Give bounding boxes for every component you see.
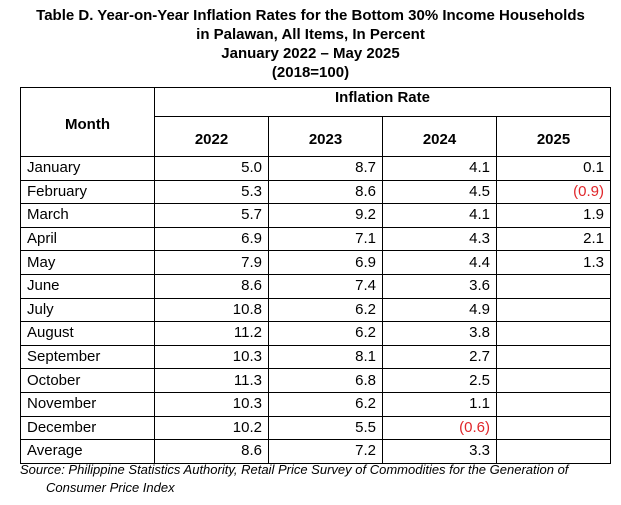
value-cell-2023: 6.2 xyxy=(268,297,383,323)
value-cell-2022: 5.7 xyxy=(154,203,269,228)
value-cell-2024: 4.5 xyxy=(382,179,497,205)
table-row: November 10.3 6.2 1.1 xyxy=(20,391,611,417)
table-row: March 5.7 9.2 4.1 1.9 xyxy=(20,203,611,228)
value-cell-2022: 5.3 xyxy=(154,179,269,205)
table-row: August 11.2 6.2 3.8 xyxy=(20,321,611,346)
year-header-2024: 2024 xyxy=(382,116,497,157)
month-cell: May xyxy=(20,250,155,275)
value-cell-2025 xyxy=(496,344,611,370)
table-row: July 10.8 6.2 4.9 xyxy=(20,297,611,323)
title-line-2: in Palawan, All Items, In Percent xyxy=(196,26,425,43)
value-cell-2022: 11.2 xyxy=(154,321,269,346)
value-cell-2024: 3.8 xyxy=(382,321,497,346)
month-cell: November xyxy=(20,391,155,417)
value-cell-2023: 8.1 xyxy=(268,344,383,370)
value-cell-2022: 10.8 xyxy=(154,297,269,323)
value-cell-2024: 3.6 xyxy=(382,273,497,299)
source-line-1: Source: Philippine Statistics Authority,… xyxy=(20,462,569,477)
value-cell-2023: 6.8 xyxy=(268,368,383,393)
value-cell-2023: 8.6 xyxy=(268,179,383,205)
month-cell: December xyxy=(20,415,155,441)
month-cell: February xyxy=(20,179,155,205)
value-cell-2024: 1.1 xyxy=(382,391,497,417)
value-cell-2025 xyxy=(496,273,611,299)
value-cell-2023: 6.2 xyxy=(268,321,383,346)
table-row: February 5.3 8.6 4.5 (0.9) xyxy=(20,179,611,205)
value-cell-2022: 6.9 xyxy=(154,226,269,252)
value-cell-2023: 8.7 xyxy=(268,156,383,181)
value-cell-2022: 5.0 xyxy=(154,156,269,181)
value-cell-2024: 4.1 xyxy=(382,156,497,181)
value-cell-2022: 10.2 xyxy=(154,415,269,441)
value-cell-2024: 2.5 xyxy=(382,368,497,393)
value-cell-2024: (0.6) xyxy=(382,415,497,441)
inflation-rate-header: Inflation Rate xyxy=(154,87,611,117)
value-cell-2024: 4.4 xyxy=(382,250,497,275)
table-row: April 6.9 7.1 4.3 2.1 xyxy=(20,226,611,252)
month-cell: August xyxy=(20,321,155,346)
value-cell-2023: 7.4 xyxy=(268,273,383,299)
month-cell: April xyxy=(20,226,155,252)
value-cell-2022: 8.6 xyxy=(154,273,269,299)
value-cell-2023: 7.2 xyxy=(268,439,383,464)
value-cell-2025 xyxy=(496,297,611,323)
month-column-header: Month xyxy=(20,87,155,157)
value-cell-2025: (0.9) xyxy=(496,179,611,205)
year-header-2023: 2023 xyxy=(268,116,383,157)
table-body: January 5.0 8.7 4.1 0.1 February 5.3 8.6 4.5 (0.9… xyxy=(20,156,611,464)
table-row: Average 8.6 7.2 3.3 xyxy=(20,439,611,464)
table-row: October 11.3 6.8 2.5 xyxy=(20,368,611,393)
value-cell-2023: 7.1 xyxy=(268,226,383,252)
table-row: June 8.6 7.4 3.6 xyxy=(20,273,611,299)
value-cell-2023: 9.2 xyxy=(268,203,383,228)
year-header-2025: 2025 xyxy=(496,116,611,157)
value-cell-2025: 2.1 xyxy=(496,226,611,252)
value-cell-2025 xyxy=(496,368,611,393)
title-line-3: January 2022 – May 2025 xyxy=(221,45,400,62)
month-cell: June xyxy=(20,273,155,299)
table-title: Table D. Year-on-Year Inflation Rates fo… xyxy=(0,6,621,82)
year-header-2022: 2022 xyxy=(154,116,269,157)
value-cell-2025 xyxy=(496,321,611,346)
value-cell-2022: 7.9 xyxy=(154,250,269,275)
value-cell-2024: 4.1 xyxy=(382,203,497,228)
month-cell: September xyxy=(20,344,155,370)
value-cell-2022: 10.3 xyxy=(154,344,269,370)
value-cell-2022: 8.6 xyxy=(154,439,269,464)
value-cell-2022: 11.3 xyxy=(154,368,269,393)
value-cell-2025 xyxy=(496,439,611,464)
table-row: January 5.0 8.7 4.1 0.1 xyxy=(20,156,611,181)
table-row: May 7.9 6.9 4.4 1.3 xyxy=(20,250,611,275)
title-line-4: (2018=100) xyxy=(271,64,350,81)
source-note: Source: Philippine Statistics Authority,… xyxy=(20,461,610,497)
value-cell-2025 xyxy=(496,391,611,417)
table-row: December 10.2 5.5 (0.6) xyxy=(20,415,611,441)
value-cell-2024: 3.3 xyxy=(382,439,497,464)
month-cell: March xyxy=(20,203,155,228)
value-cell-2023: 6.2 xyxy=(268,391,383,417)
value-cell-2024: 4.9 xyxy=(382,297,497,323)
inflation-table: Month Inflation Rate 2022 2023 2024 2025… xyxy=(20,87,611,464)
table-row: September 10.3 8.1 2.7 xyxy=(20,344,611,370)
value-cell-2023: 6.9 xyxy=(268,250,383,275)
value-cell-2025 xyxy=(496,415,611,441)
value-cell-2023: 5.5 xyxy=(268,415,383,441)
source-line-2: Consumer Price Index xyxy=(46,480,175,495)
value-cell-2022: 10.3 xyxy=(154,391,269,417)
value-cell-2024: 4.3 xyxy=(382,226,497,252)
month-cell: Average xyxy=(20,439,155,464)
month-cell: January xyxy=(20,156,155,181)
value-cell-2025: 0.1 xyxy=(496,156,611,181)
title-line-1: Table D. Year-on-Year Inflation Rates fo… xyxy=(36,7,585,24)
month-cell: July xyxy=(20,297,155,323)
value-cell-2025: 1.3 xyxy=(496,250,611,275)
value-cell-2024: 2.7 xyxy=(382,344,497,370)
value-cell-2025: 1.9 xyxy=(496,203,611,228)
month-cell: October xyxy=(20,368,155,393)
